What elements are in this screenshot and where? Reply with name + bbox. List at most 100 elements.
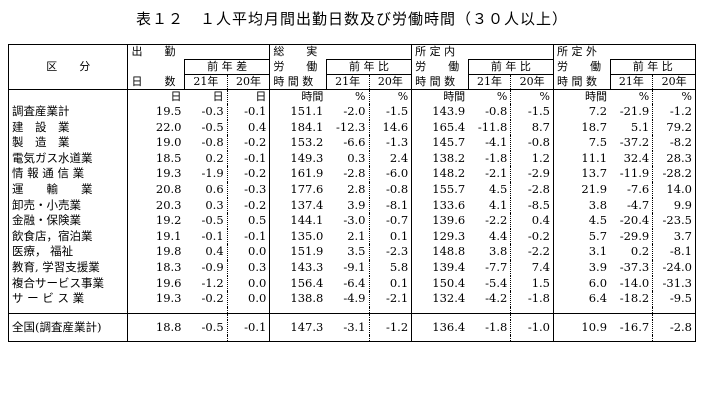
row-label: 情 報 通 信 業: [12, 166, 85, 181]
data-cell: 0.5: [226, 213, 270, 229]
sched-yoy-21-header: 21年: [467, 74, 511, 90]
data-cell: 0.0: [226, 275, 270, 292]
data-cell: -6.0: [368, 166, 412, 182]
days-diff-21-header: 21年: [184, 74, 228, 90]
data-cell: -28.2: [652, 166, 696, 182]
over-yoy-20-header: 20年: [652, 74, 696, 90]
over-header-bottom: 時 間 数: [553, 74, 611, 90]
category-header: 区 分: [8, 44, 128, 90]
data-cell: 0.3: [347, 150, 366, 165]
data-cell: 19.1: [127, 228, 185, 245]
data-cell: 18.8: [127, 319, 185, 336]
data-cell: 0.2: [205, 150, 224, 165]
days-diff-20-header: 20年: [226, 74, 270, 90]
data-cell: 0.3: [205, 197, 224, 212]
data-cell: 143.3: [269, 259, 327, 276]
data-cell: -1.2: [368, 319, 412, 336]
data-cell: 0.6: [205, 181, 224, 196]
data-cell: -3.1: [343, 319, 366, 334]
data-cell: -0.2: [226, 166, 270, 182]
data-cell: 3.9: [553, 259, 611, 276]
data-cell: 20.3: [127, 197, 185, 214]
data-cell: 4.5: [489, 181, 508, 196]
data-cell: -0.8: [201, 135, 224, 150]
data-cell: 165.4: [411, 119, 469, 136]
data-cell: -0.2: [510, 228, 554, 245]
data-cell: 2.4: [368, 150, 412, 167]
data-cell: 6.4: [553, 291, 611, 307]
data-cell: 145.7: [411, 135, 469, 151]
data-cell: -31.3: [652, 275, 696, 292]
data-cell: 5.7: [553, 228, 611, 245]
data-cell: 148.2: [411, 166, 469, 182]
data-cell: -0.1: [226, 150, 270, 167]
data-cell: 137.4: [269, 197, 327, 214]
row-label: サ ー ビ ス 業: [12, 291, 85, 306]
data-cell: 18.5: [127, 150, 185, 167]
data-cell: 18.3: [127, 259, 185, 276]
data-cell: -5.4: [485, 275, 508, 290]
over-header-mid: 労 働: [553, 59, 611, 75]
unit-cell: %: [652, 89, 696, 104]
data-cell: 7.4: [510, 259, 554, 276]
data-cell: 7.2: [553, 104, 611, 120]
data-cell: -0.2: [226, 197, 270, 214]
table-row: 製 造 業 19.0 -0.8 -0.2 153.2 -6.6 -1.3 145.7 -4.1-…: [9, 135, 696, 151]
data-cell: 19.6: [127, 275, 185, 292]
table-row: 情 報 通 信 業 19.3 -1.9 -0.2 161.9 -2.8 -6.0 148.2 -…: [9, 166, 696, 182]
data-cell: 4.1: [489, 197, 508, 212]
data-cell: 0.3: [226, 259, 270, 276]
data-cell: 3.5: [347, 244, 366, 259]
row-label: 飲食店，宿泊業: [12, 228, 93, 243]
data-cell: -1.3: [368, 135, 412, 151]
table-row: 飲食店，宿泊業 19.1 -0.1 -0.1 135.0 2.1 0.1 129.3 4.4 -0…: [9, 228, 696, 245]
table-row: 卸売・小売業 20.3 0.3 -0.2 137.4 3.9 -8.1 133.6 4.1 -8.…: [9, 197, 696, 214]
data-cell: 151.9: [269, 244, 327, 260]
data-cell: 21.9: [553, 181, 611, 198]
data-cell: 0.0: [226, 291, 270, 307]
data-cell: -0.2: [201, 291, 224, 306]
data-cell: 14.6: [368, 119, 412, 136]
unit-cell: %: [355, 90, 366, 103]
data-cell: 184.1: [269, 119, 327, 136]
data-cell: -6.6: [343, 135, 366, 150]
table-row: 電気ガス水道業 18.5 0.2 -0.1 149.3 0.3 2.4 138.2 -1.8 1.…: [9, 150, 696, 167]
data-cell: 148.8: [411, 244, 469, 260]
data-cell: -8.5: [510, 197, 554, 214]
data-cell: 1.2: [510, 150, 554, 167]
data-cell: 4.5: [553, 213, 611, 229]
data-cell: 8.7: [510, 119, 554, 136]
work-hours-table: 区 分 出 勤 総 実 所 定 内 所 定 外 前 年 差 労 働 前 年 比 …: [8, 44, 696, 343]
data-cell: -2.8: [343, 166, 366, 181]
data-cell: 136.4: [411, 319, 469, 336]
total-header-mid: 労 働: [269, 59, 327, 75]
days-diff-header: 前 年 差: [183, 59, 270, 75]
data-cell: 3.1: [553, 244, 611, 260]
data-cell: -0.9: [201, 259, 224, 274]
data-cell: 156.4: [269, 275, 327, 292]
data-cell: 0.1: [368, 228, 412, 245]
data-cell: -4.2: [485, 291, 508, 306]
data-cell: 151.1: [269, 104, 327, 120]
data-cell: 3.8: [553, 197, 611, 214]
data-cell: -2.8: [652, 319, 696, 336]
data-cell: -0.5: [201, 119, 224, 134]
data-cell: -29.9: [619, 228, 650, 243]
data-cell: -0.3: [201, 104, 224, 118]
page-title: 表１２ １人平均月間出勤日数及び労働時間（３０人以上）: [136, 10, 569, 28]
data-cell: -0.1: [226, 104, 270, 120]
data-cell: -23.5: [652, 213, 696, 229]
total-header-top: 総 実: [269, 44, 327, 60]
table-row: サ ー ビ ス 業 19.3 -0.2 0.0 138.8 -4.9 -2.1 132.4 -4…: [9, 291, 696, 307]
data-cell: 143.9: [411, 104, 469, 120]
data-cell: -18.2: [619, 291, 650, 306]
days-header-bottom: 日 数: [127, 74, 185, 90]
data-cell: -2.3: [368, 244, 412, 260]
data-cell: 6.0: [553, 275, 611, 292]
data-cell: 133.6: [411, 197, 469, 214]
data-cell: -1.2: [652, 104, 696, 120]
data-cell: 1.5: [510, 275, 554, 292]
data-cell: -4.7: [627, 197, 650, 212]
data-cell: -12.3: [336, 119, 366, 134]
data-cell: -7.6: [627, 181, 650, 196]
